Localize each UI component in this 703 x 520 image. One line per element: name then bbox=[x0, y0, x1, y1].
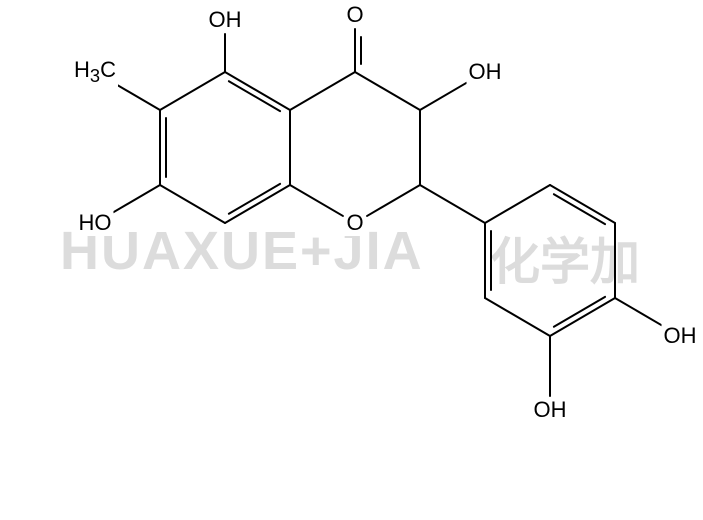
atom-label-me6: H3C bbox=[72, 57, 118, 87]
atom-label-oh5: OH bbox=[207, 7, 244, 33]
atom-label-oh7: HO bbox=[77, 210, 114, 236]
atom-label-o1: O bbox=[344, 210, 365, 236]
molecule-canvas: HUAXUE+JIA 化学加 OOOHH3CHOOHOHOH bbox=[0, 0, 703, 520]
atom-label-oh3: OH bbox=[467, 59, 504, 85]
atom-label-o4: O bbox=[344, 2, 365, 28]
atom-label-ohp3: OH bbox=[532, 397, 569, 423]
atom-label-ohp4: OH bbox=[662, 323, 699, 349]
